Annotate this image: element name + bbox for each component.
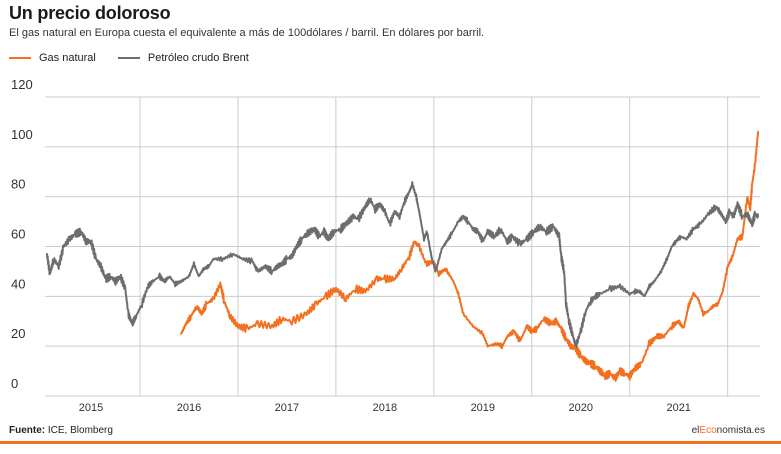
- brand-pre: el: [691, 425, 700, 436]
- x-tick-label: 2015: [79, 402, 103, 414]
- y-tick-label: 40: [11, 276, 25, 291]
- x-tick-label: 2021: [666, 402, 690, 414]
- axis-ticks: 0 20 40 60 80 100 120 2015 2016 2017 2018 2019 2020 2…: [11, 77, 691, 414]
- page-title: Un precio doloroso: [9, 3, 171, 23]
- source-note: Fuente: ICE, Blomberg: [9, 425, 113, 436]
- series-lines: [46, 130, 759, 382]
- y-tick-label: 120: [11, 77, 33, 92]
- legend-swatch-gas: [9, 57, 31, 59]
- source-text: ICE, Blomberg: [45, 425, 113, 436]
- grid: [45, 96, 760, 397]
- brand-mid: Eco: [699, 425, 717, 436]
- legend-item-brent: Petróleo crudo Brent: [117, 52, 249, 64]
- x-tick-label: 2017: [275, 402, 299, 414]
- x-tick-label: 2016: [177, 402, 201, 414]
- y-tick-label: 100: [11, 127, 33, 142]
- legend-swatch-brent: [117, 57, 140, 59]
- brand-post: nomista.es: [716, 425, 765, 436]
- y-tick-label: 0: [11, 376, 18, 391]
- series-line-gas: [180, 130, 759, 382]
- x-tick-label: 2020: [569, 402, 593, 414]
- series-line-brent: [46, 181, 759, 349]
- source-label: Fuente:: [9, 425, 46, 436]
- y-tick-label: 80: [11, 177, 25, 192]
- chart-legend: Gas natural Petróleo crudo Brent: [9, 50, 271, 66]
- y-tick-label: 20: [11, 326, 25, 341]
- legend-label-gas: Gas natural: [39, 52, 96, 64]
- legend-label-brent: Petróleo crudo Brent: [147, 52, 249, 64]
- page-subtitle: El gas natural en Europa cuesta el equiv…: [9, 27, 485, 39]
- footer-accent-bar: [0, 441, 781, 444]
- y-tick-label: 60: [11, 227, 25, 242]
- brand-logo: elEconomista.es: [692, 425, 765, 436]
- legend-item-gas: Gas natural: [9, 52, 96, 64]
- x-tick-label: 2019: [471, 402, 495, 414]
- x-tick-label: 2018: [373, 402, 397, 414]
